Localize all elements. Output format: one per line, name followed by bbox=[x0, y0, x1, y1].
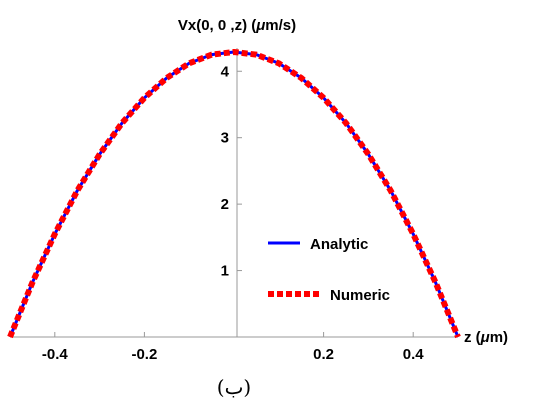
x-tick-label: -0.4 bbox=[42, 346, 69, 363]
x-tick-label: -0.2 bbox=[131, 346, 157, 363]
y-tick-label: 2 bbox=[221, 196, 229, 213]
y-tick-label: 3 bbox=[221, 130, 229, 147]
x-axis-title: z (μm) bbox=[464, 329, 508, 346]
legend-label-numeric: Numeric bbox=[330, 287, 390, 304]
x-tick-label: 0.4 bbox=[403, 346, 425, 363]
y-axis-title: Vx(0, 0 ,z) (μm/s) bbox=[178, 17, 296, 34]
series-line-numeric bbox=[7, 48, 461, 339]
x-tick-label: 0.2 bbox=[313, 346, 334, 363]
y-tick-label: 4 bbox=[221, 63, 230, 80]
y-tick-label: 1 bbox=[221, 263, 229, 280]
caption: (ب) bbox=[217, 375, 251, 399]
legend-label-analytic: Analytic bbox=[310, 236, 368, 253]
legend: Analytic Numeric bbox=[268, 236, 390, 304]
